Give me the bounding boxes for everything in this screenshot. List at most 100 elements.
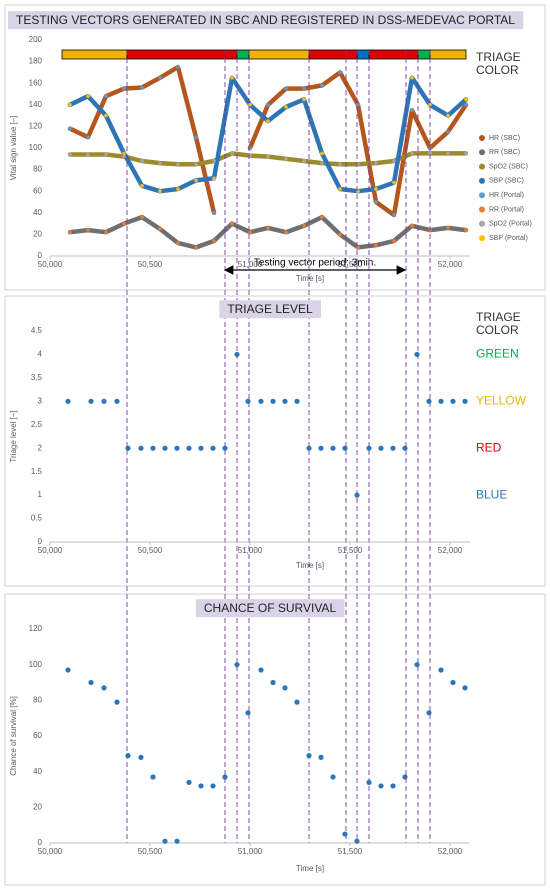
triage-segment — [126, 49, 238, 60]
portal-point — [446, 113, 450, 118]
point — [402, 774, 408, 780]
portal-point — [194, 178, 198, 183]
point — [318, 754, 324, 761]
point — [354, 492, 360, 498]
portal-point — [194, 162, 198, 166]
portal-point — [410, 108, 414, 112]
legend-label: HR (SBC) — [489, 135, 520, 142]
point — [342, 831, 348, 837]
portal-point — [464, 151, 468, 156]
point — [306, 753, 312, 759]
point — [270, 398, 276, 404]
y-tick-label: 100 — [29, 660, 43, 669]
portal-point — [176, 241, 180, 245]
portal-point — [68, 230, 72, 235]
portal-point — [374, 161, 378, 165]
portal-point — [122, 151, 126, 156]
portal-point — [194, 135, 198, 139]
portal-point — [464, 103, 468, 107]
legend-label: SBP (Portal) — [489, 235, 528, 242]
portal-point — [104, 113, 108, 118]
portal-point — [374, 243, 378, 247]
y-tick-label: 120 — [29, 122, 43, 131]
title-box — [8, 11, 524, 30]
y-tick-label: 1.5 — [31, 467, 43, 476]
point — [234, 351, 240, 358]
portal-point — [86, 152, 90, 157]
y-tick-label: 0 — [38, 537, 43, 546]
point — [342, 445, 348, 451]
point — [426, 398, 432, 404]
triage-segment — [356, 49, 370, 60]
legend-marker — [479, 192, 485, 199]
point — [65, 398, 71, 404]
portal-point — [266, 119, 270, 123]
point — [390, 783, 396, 789]
portal-point — [140, 184, 144, 188]
y-tick-label: 20 — [33, 230, 42, 239]
legend-label: RR (SBC) — [489, 149, 520, 156]
side-label: TRIAGE COLOR — [476, 50, 521, 77]
point — [366, 445, 372, 451]
portal-point — [320, 215, 324, 219]
y-tick-label: 200 — [29, 35, 43, 44]
portal-point — [230, 221, 234, 226]
point — [138, 754, 144, 761]
y-tick-label: 4 — [38, 350, 43, 359]
x-tick-label: 51,500 — [338, 847, 363, 856]
y-tick-label: 180 — [29, 57, 43, 66]
legend-marker — [479, 235, 485, 242]
panel — [4, 593, 546, 886]
x-tick-label: 51,000 — [238, 546, 263, 555]
portal-point — [410, 151, 414, 156]
y-tick-label: 0 — [38, 838, 43, 847]
y-tick-label: 40 — [33, 767, 42, 776]
point — [462, 398, 468, 404]
triage-segment — [417, 49, 431, 60]
portal-point — [428, 103, 432, 107]
legend-marker — [479, 177, 485, 184]
portal-point — [338, 232, 342, 237]
panel — [4, 4, 546, 291]
point — [282, 685, 288, 691]
y-tick-label: 0.5 — [31, 514, 43, 523]
y-tick-label: 80 — [33, 695, 42, 704]
portal-point — [104, 152, 108, 157]
triage-level-label: GREEN — [476, 347, 519, 361]
portal-point — [248, 103, 252, 107]
chart-title: TRIAGE LEVEL — [227, 302, 313, 316]
portal-point — [392, 159, 396, 163]
point — [101, 398, 107, 404]
point — [450, 679, 456, 686]
point — [150, 445, 156, 451]
point — [354, 838, 360, 844]
legend-label: SpO2 (SBC) — [489, 163, 528, 170]
portal-point — [356, 103, 360, 107]
point — [414, 662, 420, 668]
x-tick-label: 50,000 — [38, 546, 63, 555]
portal-point — [284, 157, 288, 161]
portal-point — [158, 161, 162, 165]
point — [186, 779, 192, 785]
point — [366, 779, 372, 785]
portal-point — [176, 162, 180, 166]
point — [402, 445, 408, 451]
point — [378, 783, 384, 789]
x-tick-label: 50,000 — [38, 847, 63, 856]
legend-label: SBP (SBC) — [489, 178, 524, 185]
portal-point — [284, 86, 288, 91]
y-axis-title: Vital sign value [–] — [9, 116, 18, 181]
point — [450, 398, 456, 404]
portal-point — [68, 103, 72, 107]
point — [426, 710, 432, 716]
legend-marker — [479, 206, 485, 213]
point — [162, 445, 168, 451]
y-tick-label: 140 — [29, 100, 43, 109]
point — [282, 398, 288, 404]
portal-point — [446, 226, 450, 230]
y-tick-label: 60 — [33, 186, 42, 195]
point — [294, 398, 300, 404]
portal-point — [140, 159, 144, 163]
y-tick-label: 2 — [38, 443, 43, 452]
point — [270, 679, 276, 686]
